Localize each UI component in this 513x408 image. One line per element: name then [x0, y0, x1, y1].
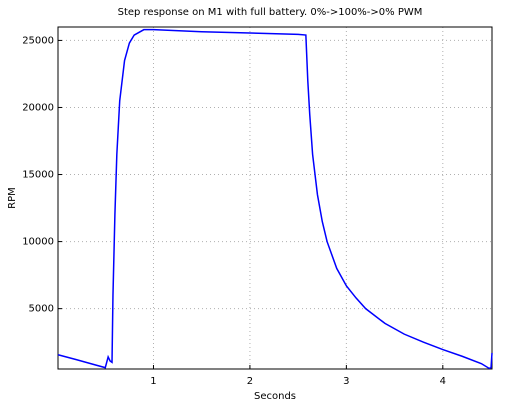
y-tick-label: 5000: [29, 304, 54, 315]
plot-frame: [57, 26, 493, 370]
x-axis-label: Seconds: [254, 391, 296, 402]
x-tick-label: 1: [150, 376, 156, 387]
data-line: [57, 28, 493, 370]
y-tick-label: 15000: [22, 170, 54, 181]
y-tick-label: 10000: [22, 237, 54, 248]
y-axis-label: RPM: [7, 187, 18, 209]
chart-title: Step response on M1 with full battery. 0…: [118, 7, 423, 18]
x-tick-label: 4: [440, 376, 446, 387]
y-tick-label: 20000: [22, 102, 54, 113]
x-tick-label: 3: [343, 376, 349, 387]
y-tick-label: 25000: [22, 35, 54, 46]
x-tick-label: 2: [247, 376, 253, 387]
